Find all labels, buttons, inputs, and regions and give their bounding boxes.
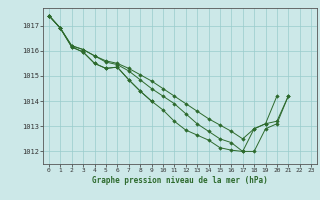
X-axis label: Graphe pression niveau de la mer (hPa): Graphe pression niveau de la mer (hPa) bbox=[92, 176, 268, 185]
